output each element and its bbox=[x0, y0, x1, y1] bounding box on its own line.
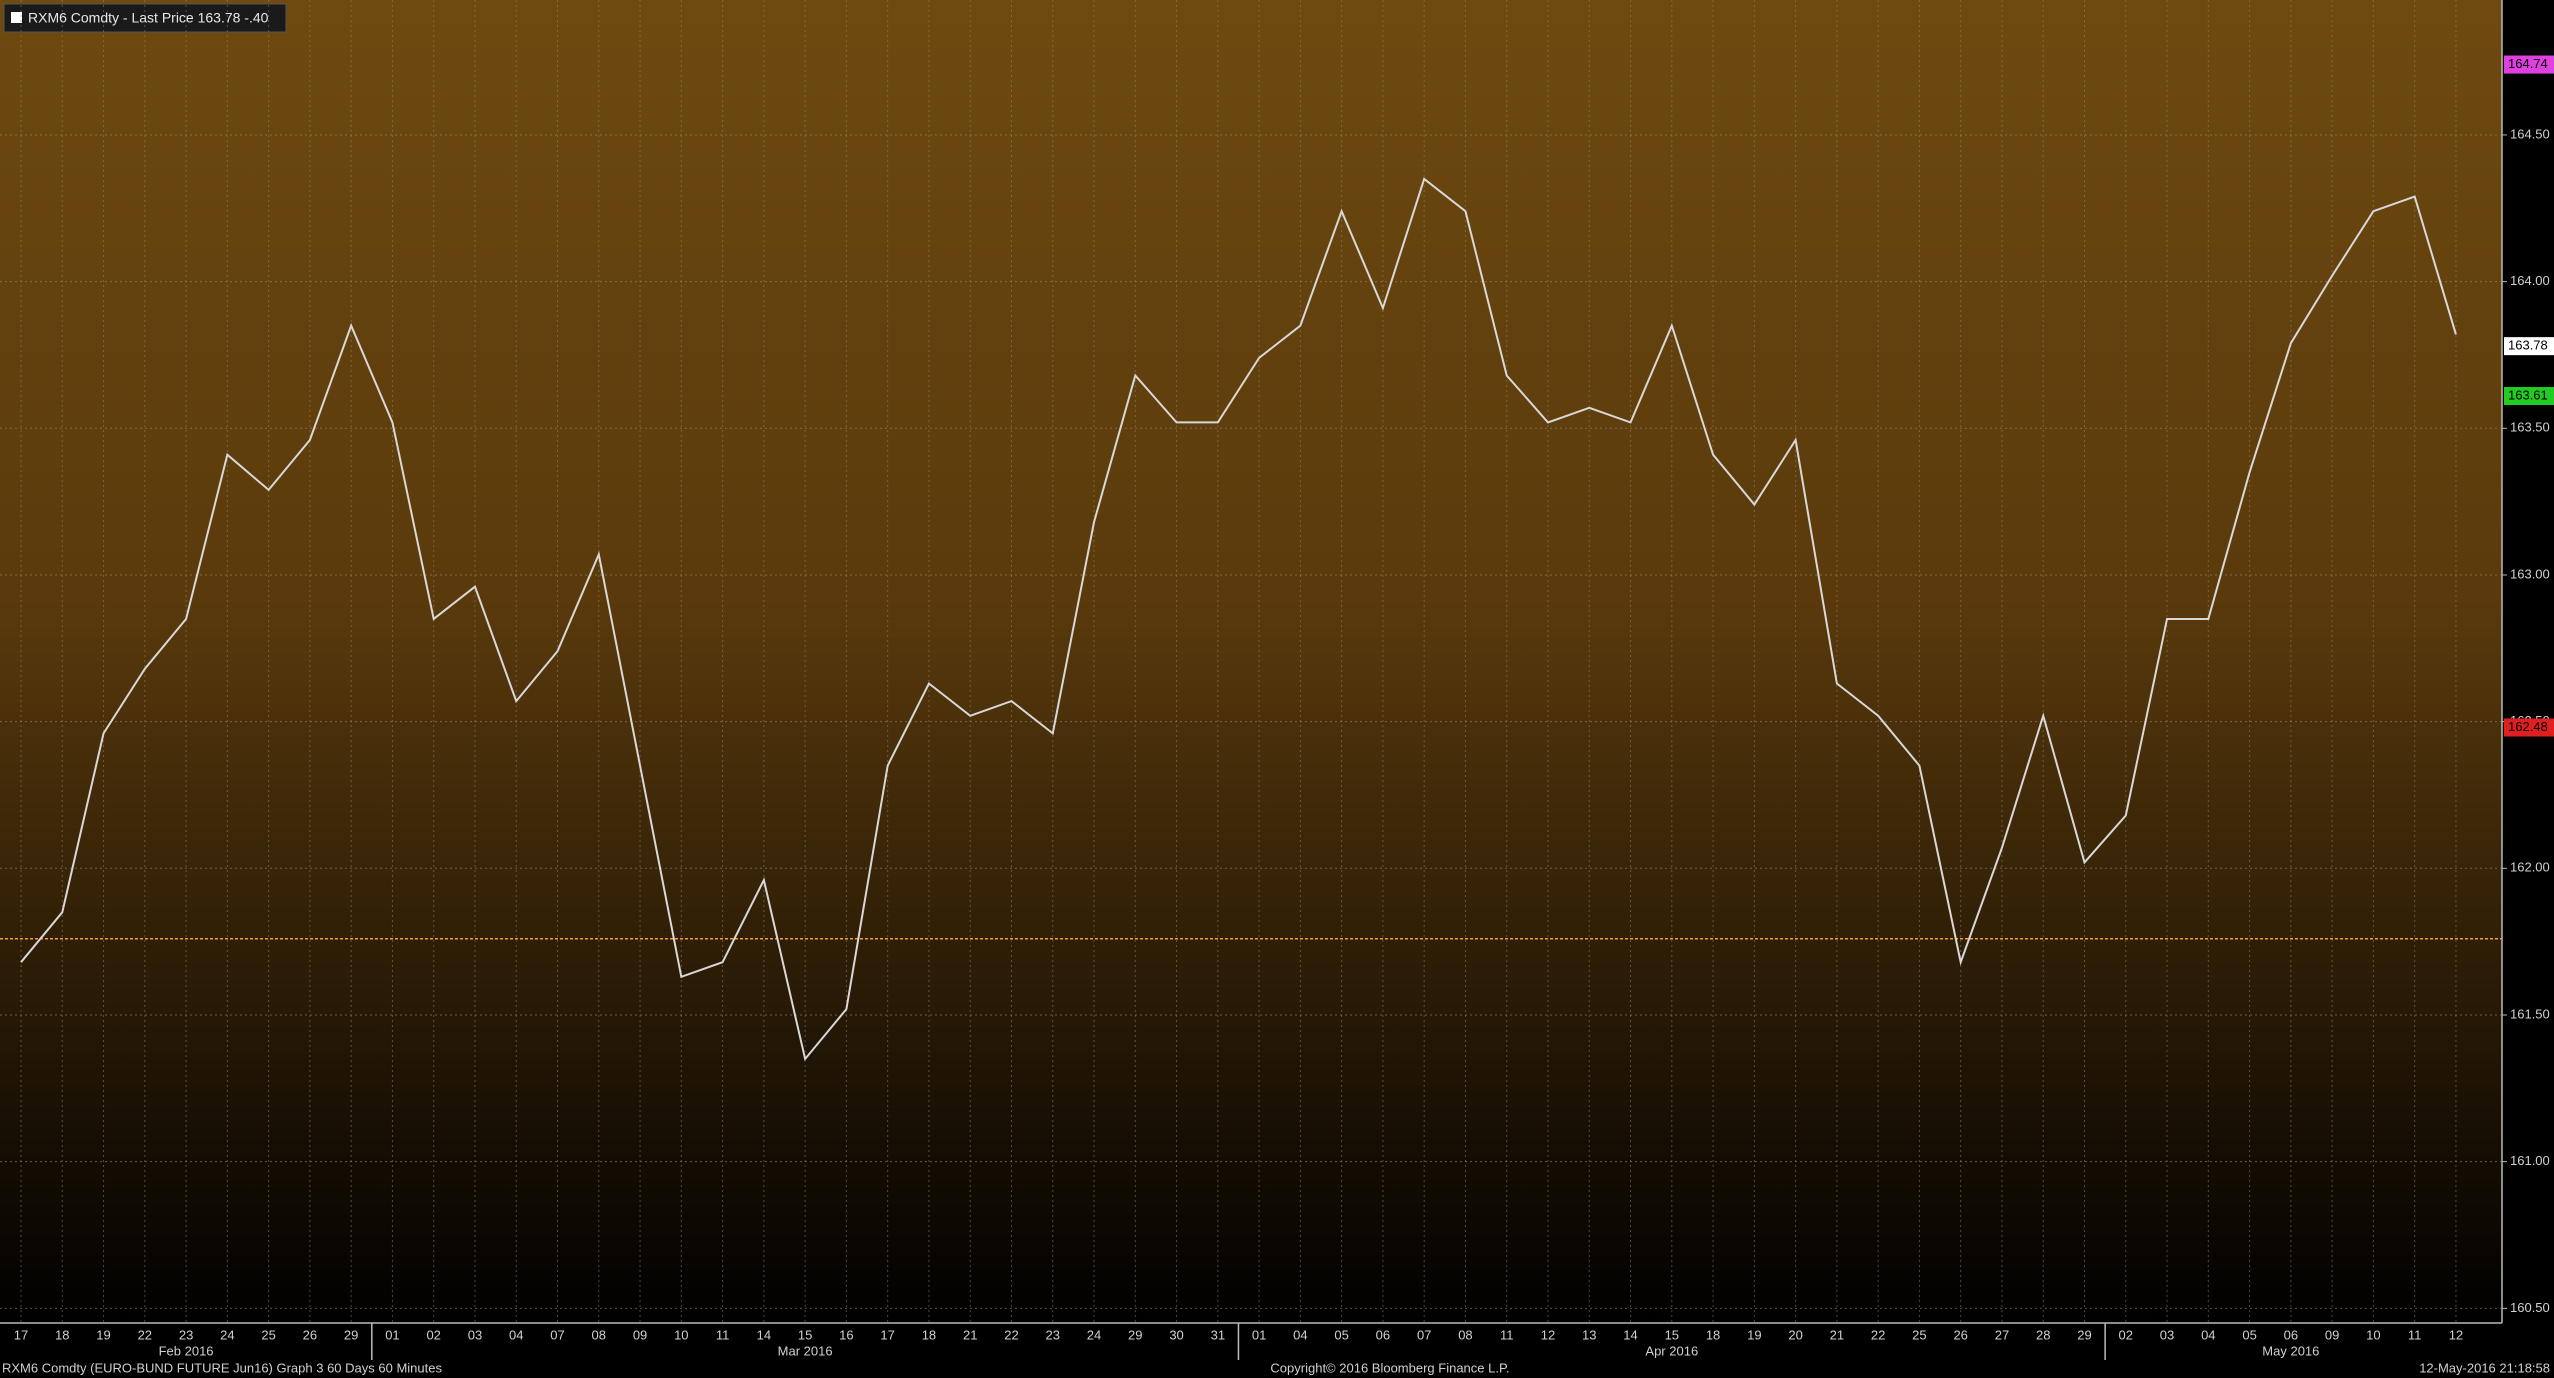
x-tick-label: 29 bbox=[2077, 1327, 2091, 1342]
price-line bbox=[20, 177, 2457, 1062]
month-label: Feb 2016 bbox=[159, 1343, 214, 1358]
x-tick-label: 14 bbox=[1623, 1327, 1637, 1342]
x-tick-label: 23 bbox=[179, 1327, 193, 1342]
x-tick-label: 29 bbox=[1128, 1327, 1142, 1342]
x-tick-label: 18 bbox=[1706, 1327, 1720, 1342]
month-label: Mar 2016 bbox=[778, 1343, 833, 1358]
x-tick-label: 19 bbox=[1747, 1327, 1761, 1342]
month-label: Apr 2016 bbox=[1645, 1343, 1698, 1358]
x-tick-label: 02 bbox=[426, 1327, 440, 1342]
x-tick-label: 22 bbox=[138, 1327, 152, 1342]
title-box bbox=[3, 3, 287, 33]
price-tag bbox=[2504, 387, 2554, 406]
y-tick-label: 163.50 bbox=[2510, 420, 2550, 435]
price-tag bbox=[2504, 718, 2554, 737]
x-tick-label: 25 bbox=[261, 1327, 275, 1342]
x-tick-label: 19 bbox=[96, 1327, 110, 1342]
x-tick-label: 13 bbox=[1582, 1327, 1596, 1342]
x-tick-label: 11 bbox=[716, 1327, 730, 1342]
plot-background bbox=[0, 0, 2502, 1323]
x-tick-label: 05 bbox=[1334, 1327, 1348, 1342]
x-tick-label: 07 bbox=[1417, 1327, 1431, 1342]
chart-title: RXM6 Comdty - Last Price 163.78 -.40 bbox=[28, 10, 269, 26]
x-tick-label: 27 bbox=[1995, 1327, 2009, 1342]
x-tick-label: 10 bbox=[674, 1327, 688, 1342]
x-tick-label: 12 bbox=[2449, 1327, 2463, 1342]
x-tick-label: 05 bbox=[2242, 1327, 2256, 1342]
y-tick-label: 164.50 bbox=[2510, 126, 2550, 141]
x-tick-label: 09 bbox=[633, 1327, 647, 1342]
x-tick-label: 22 bbox=[1871, 1327, 1885, 1342]
x-tick-label: 01 bbox=[385, 1327, 399, 1342]
x-tick-label: 31 bbox=[1211, 1327, 1225, 1342]
x-tick-label: 08 bbox=[1458, 1327, 1472, 1342]
x-tick-label: 03 bbox=[468, 1327, 482, 1342]
y-tick-label: 160.50 bbox=[2510, 1300, 2550, 1315]
x-tick-label: 06 bbox=[1376, 1327, 1390, 1342]
x-tick-label: 15 bbox=[798, 1327, 812, 1342]
x-tick-label: 07 bbox=[550, 1327, 564, 1342]
x-tick-label: 15 bbox=[1665, 1327, 1679, 1342]
x-tick-label: 30 bbox=[1169, 1327, 1183, 1342]
x-tick-label: 17 bbox=[880, 1327, 894, 1342]
x-tick-label: 03 bbox=[2160, 1327, 2174, 1342]
price-tag-label: 163.78 bbox=[2508, 338, 2548, 353]
x-tick-label: 04 bbox=[2201, 1327, 2215, 1342]
axis-background bbox=[2502, 0, 2554, 1378]
y-tick-label: 162.00 bbox=[2510, 860, 2550, 875]
x-tick-label: 16 bbox=[839, 1327, 853, 1342]
x-tick-label: 23 bbox=[1046, 1327, 1060, 1342]
x-tick-label: 24 bbox=[1087, 1327, 1101, 1342]
y-tick-label: 164.00 bbox=[2510, 273, 2550, 288]
month-label: May 2016 bbox=[2262, 1343, 2319, 1358]
x-tick-label: 10 bbox=[2366, 1327, 2380, 1342]
x-tick-label: 21 bbox=[1830, 1327, 1844, 1342]
footer-left: RXM6 Comdty (EURO-BUND FUTURE Jun16) Gra… bbox=[2, 1360, 442, 1375]
footer-center: Copyright© 2016 Bloomberg Finance L.P. bbox=[1270, 1360, 1509, 1375]
x-tick-label: 24 bbox=[220, 1327, 234, 1342]
x-tick-label: 12 bbox=[1541, 1327, 1555, 1342]
x-tick-label: 29 bbox=[344, 1327, 358, 1342]
x-tick-label: 26 bbox=[1953, 1327, 1967, 1342]
x-tick-label: 25 bbox=[1912, 1327, 1926, 1342]
price-tag bbox=[2504, 337, 2554, 356]
x-tick-label: 21 bbox=[963, 1327, 977, 1342]
y-tick-label: 163.00 bbox=[2510, 566, 2550, 581]
price-tag-label: 163.61 bbox=[2508, 387, 2548, 402]
x-tick-label: 04 bbox=[509, 1327, 523, 1342]
legend-swatch bbox=[11, 12, 22, 23]
x-tick-label: 26 bbox=[303, 1327, 317, 1342]
price-tag-label: 162.48 bbox=[2508, 719, 2548, 734]
x-tick-label: 04 bbox=[1293, 1327, 1307, 1342]
x-tick-label: 11 bbox=[2408, 1327, 2422, 1342]
price-tag-label: 164.74 bbox=[2508, 56, 2548, 71]
price-tag bbox=[2504, 55, 2554, 74]
x-tick-label: 18 bbox=[55, 1327, 69, 1342]
x-tick-label: 20 bbox=[1788, 1327, 1802, 1342]
y-tick-label: 161.50 bbox=[2510, 1006, 2550, 1021]
x-tick-label: 11 bbox=[1500, 1327, 1514, 1342]
x-tick-label: 18 bbox=[922, 1327, 936, 1342]
x-tick-label: 28 bbox=[2036, 1327, 2050, 1342]
x-tick-label: 14 bbox=[757, 1327, 771, 1342]
x-tick-label: 08 bbox=[592, 1327, 606, 1342]
x-tick-label: 01 bbox=[1252, 1327, 1266, 1342]
footer-right: 12-May-2016 21:18:58 bbox=[2419, 1360, 2550, 1375]
x-tick-label: 17 bbox=[14, 1327, 28, 1342]
x-tick-label: 06 bbox=[2284, 1327, 2298, 1342]
x-tick-label: 22 bbox=[1004, 1327, 1018, 1342]
x-tick-label: 02 bbox=[2119, 1327, 2133, 1342]
x-tick-label: 09 bbox=[2325, 1327, 2339, 1342]
y-tick-label: 161.00 bbox=[2510, 1153, 2550, 1168]
